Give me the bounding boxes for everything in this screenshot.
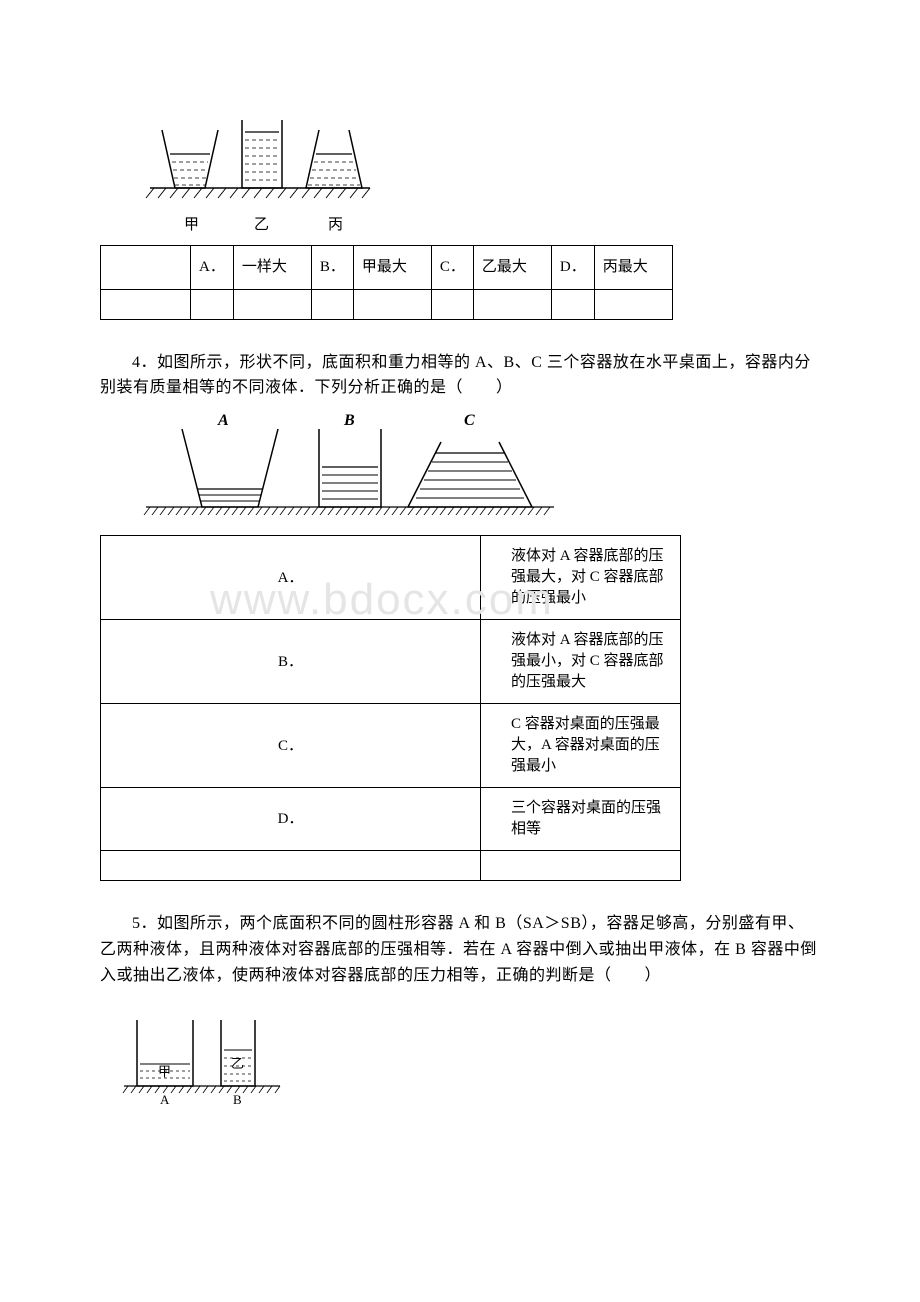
- opt-a-label: A．: [191, 245, 234, 289]
- svg-text:甲: 甲: [158, 1064, 171, 1079]
- q4-text: 4．如图所示，形状不同，底面积和重力相等的 A、B、C 三个容器放在水平桌面上，…: [100, 350, 820, 401]
- q5-text: 5．如图所示，两个底面积不同的圆柱形容器 A 和 B（SA＞SB），容器足够高，…: [100, 911, 820, 988]
- q3-options-table: A． 一样大 B． 甲最大 C． 乙最大 D． 丙最大: [100, 245, 673, 320]
- opt-a-desc: 液体对 A 容器底部的压强最大，对 C 容器底部的压强最小: [481, 536, 681, 620]
- q4-options-table: A． 液体对 A 容器底部的压强最大，对 C 容器底部的压强最小 B． 液体对 …: [100, 535, 681, 881]
- svg-text:B: B: [343, 412, 355, 429]
- figure-5-containers: 甲 乙 A B: [120, 998, 820, 1117]
- svg-text:C: C: [464, 412, 475, 429]
- opt-c-value: 乙最大: [473, 245, 551, 289]
- opt-c-label: C．: [431, 245, 473, 289]
- opt-d-desc: 三个容器对桌面的压强相等: [481, 788, 681, 851]
- svg-text:A: A: [160, 1092, 170, 1107]
- q4-blank-row: [101, 851, 681, 881]
- label-jia: 甲: [184, 213, 199, 237]
- q3-blank-row: [101, 289, 673, 319]
- opt-c-desc: C 容器对桌面的压强最大，A 容器对桌面的压强最小: [481, 704, 681, 788]
- figure-3-containers: [140, 110, 820, 209]
- opt-b-value: 甲最大: [353, 245, 431, 289]
- opt-d-label: D．: [551, 245, 594, 289]
- opt-d-label: D．: [101, 788, 481, 851]
- table-row: D． 三个容器对桌面的压强相等: [101, 788, 681, 851]
- table-row: A． 液体对 A 容器底部的压强最大，对 C 容器底部的压强最小: [101, 536, 681, 620]
- opt-b-label: B．: [311, 245, 353, 289]
- table-row: B． 液体对 A 容器底部的压强最小，对 C 容器底部的压强最大: [101, 620, 681, 704]
- opt-d-value: 丙最大: [594, 245, 672, 289]
- opt-b-label: B．: [101, 620, 481, 704]
- svg-text:B: B: [233, 1092, 242, 1107]
- svg-text:A: A: [217, 412, 229, 429]
- containers-svg-4: A B C: [140, 411, 560, 521]
- opt-c-label: C．: [101, 704, 481, 788]
- figure-4-containers: A B C: [140, 411, 820, 530]
- table-row: C． C 容器对桌面的压强最大，A 容器对桌面的压强最小: [101, 704, 681, 788]
- label-bing: 丙: [328, 213, 343, 237]
- containers-svg-3: [140, 110, 380, 200]
- figure-3-labels: 甲 乙 丙: [140, 213, 820, 235]
- label-yi: 乙: [254, 213, 269, 237]
- svg-text:乙: 乙: [231, 1056, 244, 1071]
- opt-a-label: A．: [101, 536, 481, 620]
- opt-a-value: 一样大: [233, 245, 311, 289]
- opt-b-desc: 液体对 A 容器底部的压强最小，对 C 容器底部的压强最大: [481, 620, 681, 704]
- containers-svg-5: 甲 乙 A B: [120, 998, 290, 1108]
